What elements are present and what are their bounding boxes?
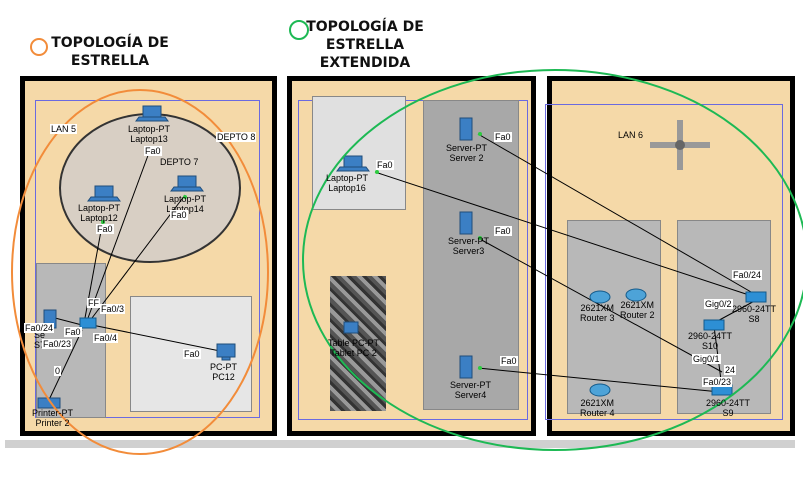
tablet-label[interactable]: Table PC-PT Tablet PC 2 xyxy=(328,338,380,358)
switch7-label[interactable]: Se S7 xyxy=(34,330,46,350)
s10-label[interactable]: 2960-24TT S10 xyxy=(688,331,733,351)
printer2-label[interactable]: Printer-PT Printer 2 xyxy=(32,408,74,428)
router2-label[interactable]: 2621XM Router 2 xyxy=(620,300,655,320)
green-circle-icon xyxy=(289,20,309,40)
ceiling-fan-icon xyxy=(650,120,710,170)
tablet-pattern xyxy=(330,276,386,411)
port-label: Fa0 xyxy=(494,226,512,236)
laptop14-label[interactable]: Laptop-PT Laptop14 xyxy=(164,194,207,214)
server2-label[interactable]: Server-PT Server 2 xyxy=(446,143,488,163)
port-label: Gig0/1 xyxy=(692,354,721,364)
left-caption: TOPOLOGÍA DE ESTRELLA xyxy=(51,35,169,69)
router3-label[interactable]: 2621XM Router 3 xyxy=(580,303,615,323)
router-icon xyxy=(589,288,647,397)
s9-label[interactable]: 2960-24TT S9 xyxy=(706,398,751,418)
laptop13-label[interactable]: Laptop-PT Laptop13 xyxy=(128,124,171,144)
port-label: Fa0/4 xyxy=(93,333,119,343)
switch-icon xyxy=(79,291,767,396)
port-label: FF xyxy=(87,298,100,308)
port-label: Gig0/2 xyxy=(704,299,733,309)
lan6-label: LAN 6 xyxy=(618,130,644,140)
port-label: 0 xyxy=(54,366,62,376)
port-label: Fa0/23 xyxy=(702,377,733,387)
port-label: Fa0 xyxy=(376,160,394,170)
orange-circle-icon xyxy=(30,38,48,56)
printer-icon xyxy=(37,397,61,409)
port-label: Fa0/3 xyxy=(100,304,126,314)
port-label: Fa0/24 xyxy=(732,270,763,280)
port-label: Fa0 xyxy=(144,146,162,156)
left-room-boundary xyxy=(35,100,260,418)
depto7-label: DEPTO 7 xyxy=(160,157,199,167)
port-label: Fa0 xyxy=(183,349,201,359)
depto8-label: DEPTO 8 xyxy=(216,132,257,142)
orange-star-highlight xyxy=(11,89,269,455)
right-caption: TOPOLOGÍA DE ESTRELLA EXTENDIDA xyxy=(306,19,424,71)
pc12-label[interactable]: PC-PT PC12 xyxy=(210,362,237,382)
s8-label[interactable]: 2960-24TT S8 xyxy=(732,304,777,324)
tablet-icon xyxy=(343,321,359,334)
pc-icon xyxy=(216,343,236,361)
server3-label[interactable]: Server-PT Server3 xyxy=(448,236,490,256)
server4-label[interactable]: Server-PT Server4 xyxy=(450,380,492,400)
port-label: Fa0/24 xyxy=(24,323,55,333)
laptop16-label[interactable]: Laptop-PT Laptop16 xyxy=(326,173,369,193)
middle-room-boundary xyxy=(298,100,528,420)
right-room-boundary xyxy=(545,104,783,420)
router4-label[interactable]: 2621XM Router 4 xyxy=(580,398,615,418)
right-links xyxy=(374,133,761,393)
port-label: Fa0 xyxy=(64,327,82,337)
green-extended-highlight xyxy=(302,69,803,451)
port-label: Fa0 xyxy=(96,224,114,234)
horizontal-scrollbar[interactable] xyxy=(5,440,795,448)
port-label: Fa0 xyxy=(500,356,518,366)
laptop12-label[interactable]: Laptop-PT Laptop12 xyxy=(78,203,121,223)
laptop-icon xyxy=(87,105,370,202)
port-label: Fa0/23 xyxy=(42,339,73,349)
port-label: Fa0 xyxy=(494,132,512,142)
lan5-label: LAN 5 xyxy=(50,124,78,134)
port-label: Fa0 xyxy=(170,210,188,220)
port-label: 24 xyxy=(724,365,737,375)
